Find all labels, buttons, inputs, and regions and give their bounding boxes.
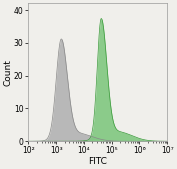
Y-axis label: Count: Count <box>4 59 12 86</box>
X-axis label: FITC: FITC <box>88 156 107 165</box>
